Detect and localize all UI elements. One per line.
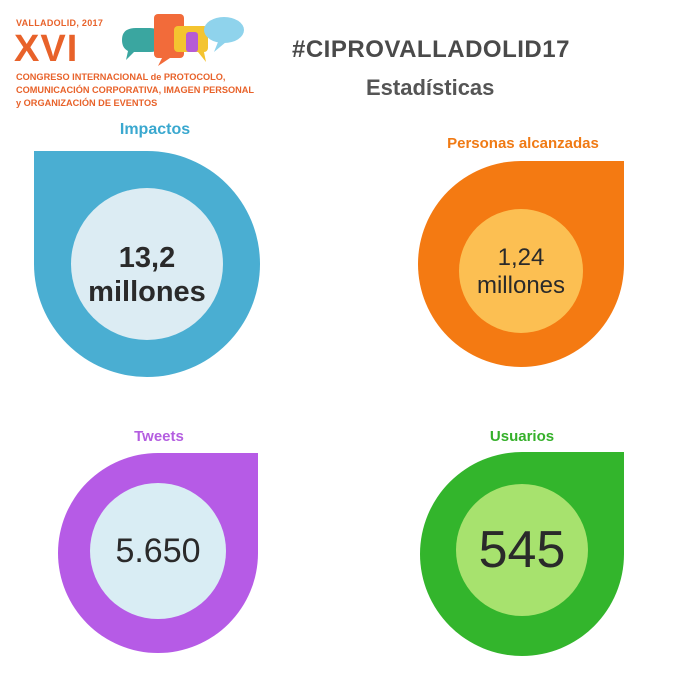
stat-value-line2: millones bbox=[88, 276, 206, 308]
drop-shape-icon bbox=[34, 151, 260, 377]
stat-value-line1: 545 bbox=[478, 521, 566, 579]
logo-city-year: VALLADOLID, 2017 bbox=[16, 18, 104, 28]
speech-bubbles-icon bbox=[122, 14, 244, 66]
congress-logo: VALLADOLID, 2017 XVI CONGRESO INTERNACIO… bbox=[12, 8, 282, 118]
stat-label-tweets: Tweets bbox=[94, 428, 224, 445]
stat-value-line1: 13,2 bbox=[118, 242, 176, 274]
stat-value-personas-alcanzadas: 1,24 millones bbox=[418, 243, 624, 301]
stat-drop-impactos: 13,2 millones bbox=[34, 151, 260, 377]
logo-roman-numeral: XVI bbox=[14, 28, 79, 70]
stat-label-text: Usuarios bbox=[489, 428, 555, 445]
stat-label-text: Tweets bbox=[134, 428, 184, 445]
stat-value-tweets: 5.650 bbox=[58, 525, 258, 577]
page-subtitle: Estadísticas bbox=[366, 75, 495, 100]
hashtag-title: #CIPROVALLADOLID17 bbox=[292, 36, 570, 63]
stat-value-line2: millones bbox=[476, 272, 566, 299]
logo-text-line-2: COMUNICACIÓN CORPORATIVA, IMAGEN PERSONA… bbox=[16, 85, 255, 95]
stat-label-impactos: Impactos bbox=[80, 121, 230, 139]
stat-label-personas-alcanzadas: Personas alcanzadas bbox=[418, 135, 628, 152]
stat-value-line1: 1,24 bbox=[497, 244, 545, 271]
stat-value-impactos: 13,2 millones bbox=[34, 239, 260, 311]
stat-value-usuarios: 545 bbox=[420, 518, 624, 582]
stat-label-text: Personas alcanzadas bbox=[447, 135, 599, 152]
drop-shape-icon bbox=[420, 452, 624, 656]
logo-text-line-1: CONGRESO INTERNACIONAL de PROTOCOLO, bbox=[16, 72, 226, 82]
stat-label-usuarios: Usuarios bbox=[462, 428, 582, 445]
stat-label-text: Impactos bbox=[119, 121, 191, 138]
drop-shape-icon bbox=[418, 161, 624, 367]
stat-drop-tweets: 5.650 bbox=[58, 453, 258, 653]
drop-shape-icon bbox=[58, 453, 258, 653]
stat-drop-usuarios: 545 bbox=[420, 452, 624, 656]
stat-drop-personas-alcanzadas: 1,24 millones bbox=[418, 161, 624, 367]
logo-text-line-3: y ORGANIZACIÓN DE EVENTOS bbox=[16, 98, 158, 108]
stat-value-line1: 5.650 bbox=[115, 531, 201, 570]
